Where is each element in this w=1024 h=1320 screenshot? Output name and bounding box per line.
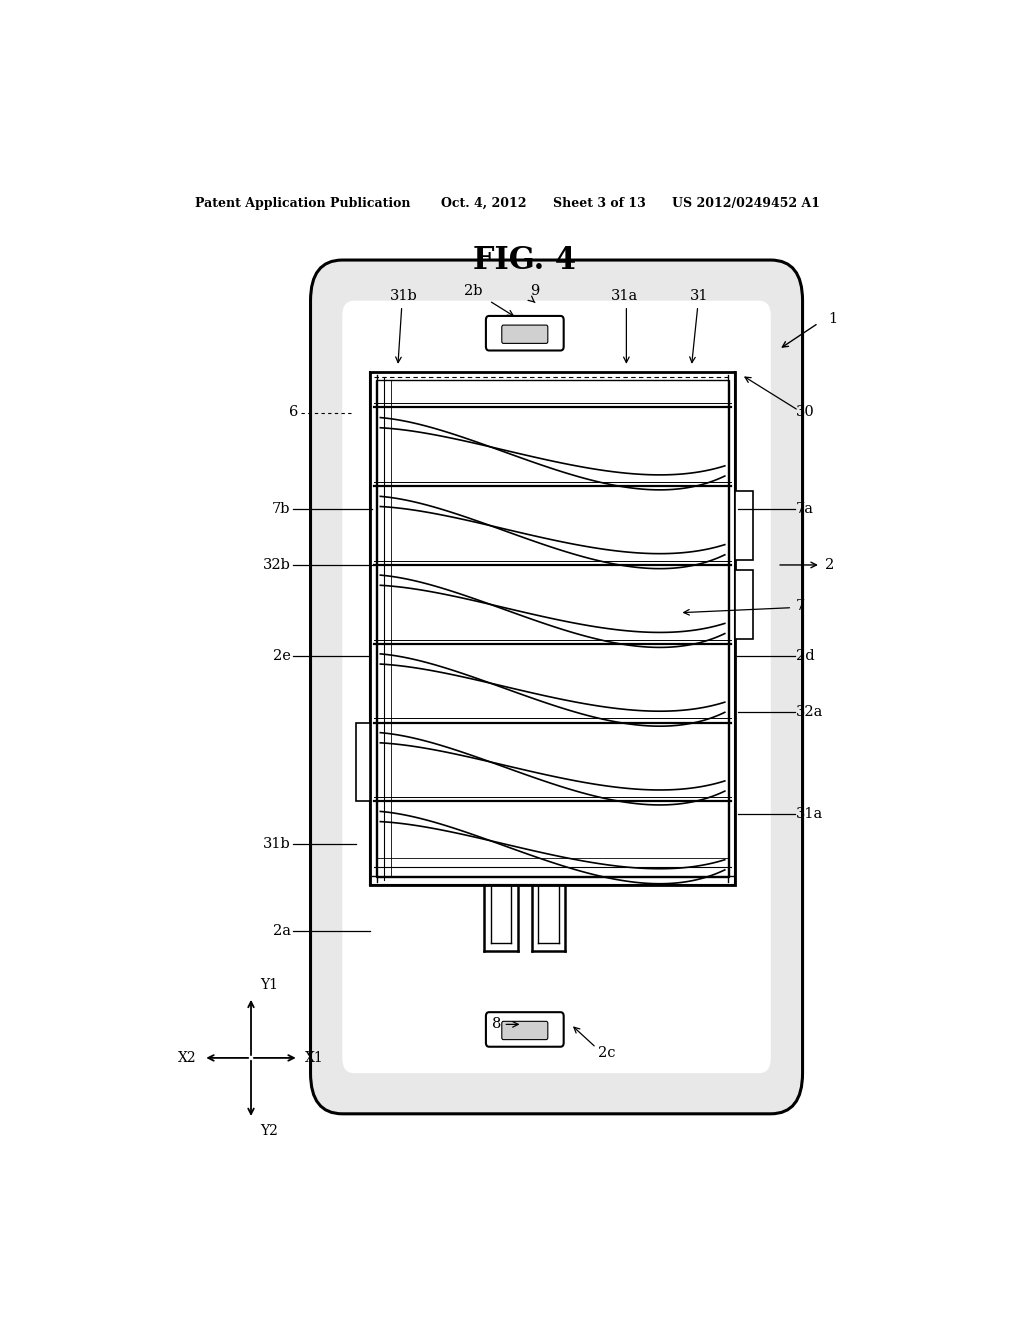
- Text: 32a: 32a: [797, 705, 823, 719]
- Bar: [735, 570, 753, 639]
- Text: 2c: 2c: [598, 1045, 615, 1060]
- FancyBboxPatch shape: [502, 325, 548, 343]
- FancyBboxPatch shape: [486, 1012, 563, 1047]
- Text: 30: 30: [797, 405, 815, 420]
- Text: 31b: 31b: [263, 837, 291, 851]
- Text: 2e: 2e: [272, 649, 291, 664]
- Text: 9: 9: [530, 284, 540, 297]
- Text: 31: 31: [690, 289, 709, 302]
- Bar: [377, 380, 729, 876]
- Text: US 2012/0249452 A1: US 2012/0249452 A1: [672, 197, 819, 210]
- FancyBboxPatch shape: [502, 1022, 548, 1040]
- Text: X1: X1: [305, 1051, 324, 1065]
- Text: 7a: 7a: [797, 502, 814, 516]
- Text: X2: X2: [178, 1051, 197, 1065]
- Bar: [355, 722, 370, 801]
- Text: 31a: 31a: [610, 289, 638, 302]
- Text: 1: 1: [828, 312, 837, 326]
- Text: Patent Application Publication: Patent Application Publication: [196, 197, 411, 210]
- Text: FIG. 4: FIG. 4: [473, 244, 577, 276]
- Bar: [735, 491, 753, 560]
- Text: Y1: Y1: [260, 978, 279, 991]
- Text: 2: 2: [824, 558, 834, 572]
- Text: Sheet 3 of 13: Sheet 3 of 13: [553, 197, 645, 210]
- Text: 6: 6: [289, 405, 299, 420]
- FancyBboxPatch shape: [342, 301, 771, 1073]
- FancyBboxPatch shape: [486, 315, 563, 351]
- Text: 7: 7: [797, 598, 806, 612]
- Text: Oct. 4, 2012: Oct. 4, 2012: [441, 197, 527, 210]
- Text: 31b: 31b: [390, 289, 418, 302]
- Bar: [370, 372, 735, 886]
- Text: Y2: Y2: [260, 1125, 279, 1138]
- Text: 8: 8: [492, 1018, 501, 1031]
- FancyBboxPatch shape: [310, 260, 803, 1114]
- Text: 7b: 7b: [272, 502, 291, 516]
- Text: 31a: 31a: [797, 807, 823, 821]
- Text: 2d: 2d: [797, 649, 815, 664]
- Text: 2a: 2a: [272, 924, 291, 939]
- Text: 2b: 2b: [464, 284, 482, 297]
- Text: 32b: 32b: [263, 558, 291, 572]
